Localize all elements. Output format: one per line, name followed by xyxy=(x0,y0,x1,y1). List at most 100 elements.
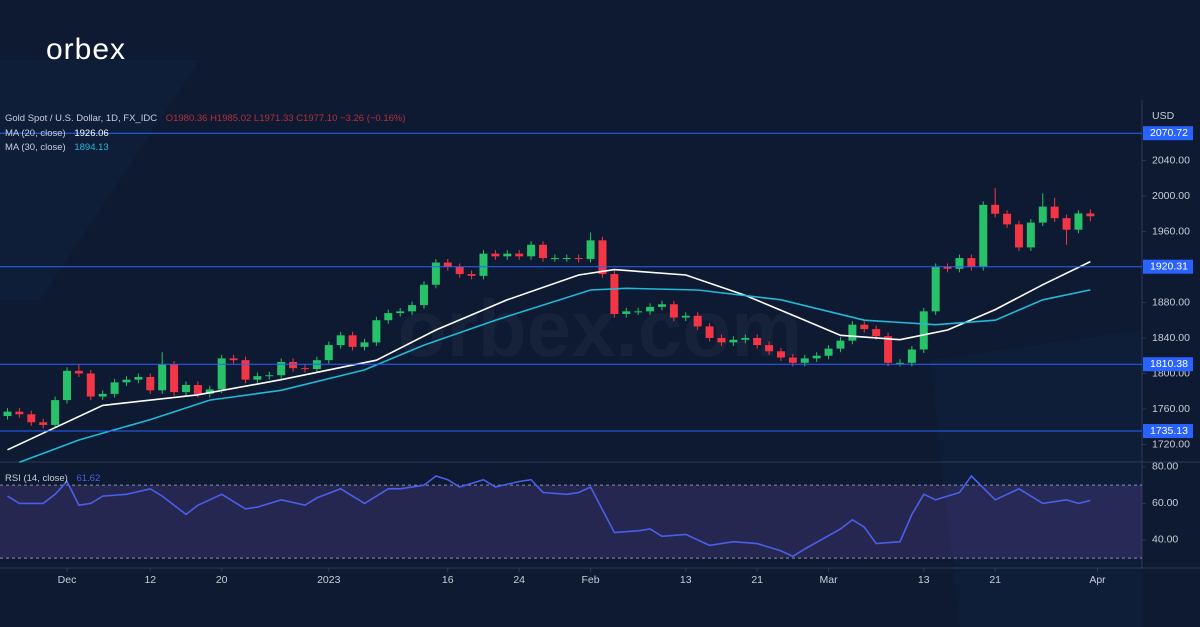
candle-body xyxy=(384,313,393,321)
y-tick-label: 1840.00 xyxy=(1152,332,1190,344)
candle-body xyxy=(39,422,48,425)
candle-body xyxy=(431,262,440,285)
legend-entry: MA (20, close) 1926.06 xyxy=(5,128,109,139)
plot-area: 1720.001760.001800.001840.001880.001960.… xyxy=(0,126,1193,586)
x-tick-label: Apr xyxy=(1089,574,1106,586)
x-tick-label: 2023 xyxy=(317,574,341,586)
level-tag-label: 2070.72 xyxy=(1150,127,1188,139)
line-series xyxy=(19,287,1091,463)
candle-body xyxy=(527,244,536,257)
candle-body xyxy=(646,306,655,312)
candle-body xyxy=(158,364,167,391)
candle-body xyxy=(931,266,940,312)
x-tick-label: 21 xyxy=(751,574,763,586)
candle-body xyxy=(300,368,309,370)
background-shape xyxy=(0,60,200,300)
candle-body xyxy=(991,204,1000,214)
candle-body xyxy=(98,393,107,397)
candle-body xyxy=(717,337,726,343)
level-tag xyxy=(1143,357,1193,372)
candle-body xyxy=(884,336,893,363)
candle-body xyxy=(705,326,714,338)
candle-body xyxy=(562,258,571,260)
candle-body xyxy=(669,304,678,318)
candle-body xyxy=(812,355,821,359)
level-tag-label: 1920.31 xyxy=(1150,260,1188,272)
candle-body xyxy=(27,414,36,423)
candle-body xyxy=(1062,218,1071,230)
axis-unit: USD xyxy=(1152,110,1175,122)
candle-body xyxy=(729,339,738,343)
candle-body xyxy=(74,370,83,374)
line-series xyxy=(7,474,1091,558)
candle-body xyxy=(765,345,774,352)
candle-body xyxy=(515,253,524,257)
candle-body xyxy=(1026,222,1035,248)
x-tick-label: 16 xyxy=(442,574,454,586)
level-tag xyxy=(1143,424,1193,439)
x-tick-label: 12 xyxy=(144,574,156,586)
candle-body xyxy=(324,345,333,361)
chart-title: Gold Spot / U.S. Dollar, 1D, FX_IDC O198… xyxy=(5,113,406,124)
candle-body xyxy=(51,400,60,425)
y-tick-label: 60.00 xyxy=(1152,497,1178,509)
candle-body xyxy=(62,370,71,401)
candle-body xyxy=(824,348,833,356)
candle-body xyxy=(586,240,595,259)
candle-body xyxy=(1014,224,1023,248)
candle-body xyxy=(3,411,12,417)
y-tick-label: 1720.00 xyxy=(1152,438,1190,450)
x-tick-label: 24 xyxy=(513,574,525,586)
candle-body xyxy=(681,315,690,318)
level-tag-label: 1735.13 xyxy=(1150,425,1188,437)
candle-body xyxy=(336,335,345,346)
candle-body xyxy=(860,324,869,330)
candle-body xyxy=(1086,213,1095,217)
y-tick-label: 40.00 xyxy=(1152,534,1178,546)
candle-body xyxy=(479,253,488,276)
candle-body xyxy=(657,304,666,307)
candle-body xyxy=(419,284,428,306)
candle-body xyxy=(396,311,405,314)
level-tag xyxy=(1143,259,1193,274)
level-tag-label: 1810.38 xyxy=(1150,358,1188,370)
candle-body xyxy=(1074,213,1083,230)
rsi-value: 61.62 xyxy=(76,473,100,484)
x-tick-label: Dec xyxy=(58,574,77,586)
candle-body xyxy=(538,244,547,259)
candle-body xyxy=(550,258,559,260)
candle-body xyxy=(372,320,381,343)
candle-body xyxy=(193,385,202,394)
candle-body xyxy=(979,204,988,267)
candle-body xyxy=(1003,213,1012,225)
level-tag xyxy=(1143,126,1193,141)
rsi-band xyxy=(0,485,1142,559)
candle-body xyxy=(872,329,881,337)
candle-body xyxy=(1038,206,1047,223)
candle-body xyxy=(15,411,24,415)
watermark: orbex.com xyxy=(398,284,803,373)
candle-body xyxy=(253,376,262,380)
candle-body xyxy=(1050,206,1059,219)
candle-body xyxy=(491,253,500,257)
x-tick-label: 20 xyxy=(216,574,228,586)
y-tick-label: 1880.00 xyxy=(1152,296,1190,308)
candle-body xyxy=(348,335,357,347)
candle-body xyxy=(943,266,952,269)
candle-body xyxy=(693,315,702,327)
candle-body xyxy=(146,377,155,391)
candle-body xyxy=(360,342,369,347)
y-tick-label: 1960.00 xyxy=(1152,225,1190,237)
logo: orbex xyxy=(46,33,126,66)
candle-body xyxy=(134,377,143,380)
x-tick-label: 13 xyxy=(918,574,930,586)
candle-body xyxy=(836,340,845,349)
y-tick-label: 80.00 xyxy=(1152,461,1178,473)
x-tick-label: 13 xyxy=(680,574,692,586)
candle-body xyxy=(110,382,119,394)
legend-value: 1926.06 xyxy=(74,128,108,139)
y-tick-label: 2040.00 xyxy=(1152,154,1190,166)
candle-body xyxy=(467,274,476,276)
